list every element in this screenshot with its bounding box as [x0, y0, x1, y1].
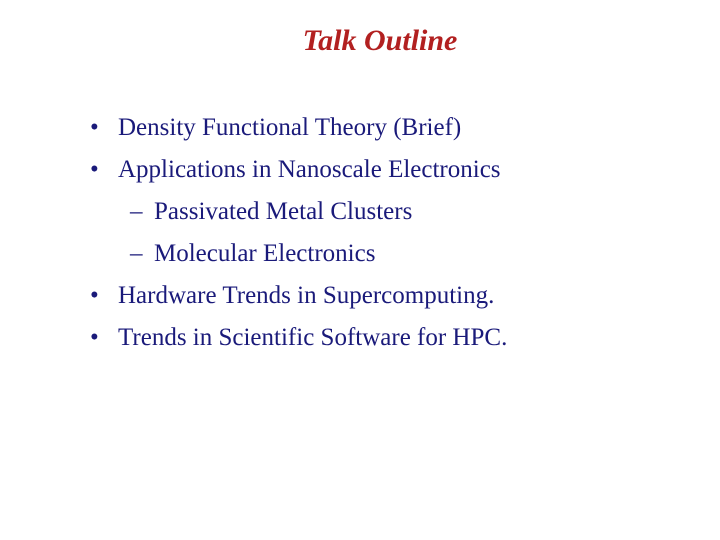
item-text: Applications in Nanoscale Electronics	[118, 156, 660, 184]
bullet-icon: •	[90, 114, 118, 142]
item-text: Trends in Scientific Software for HPC.	[118, 324, 660, 352]
bullet-icon: •	[90, 282, 118, 310]
dash-icon: –	[130, 198, 154, 226]
item-text: Molecular Electronics	[154, 240, 660, 268]
slide-container: Talk Outline • Density Functional Theory…	[0, 0, 720, 540]
list-item: • Trends in Scientific Software for HPC.	[90, 324, 660, 352]
list-item: • Applications in Nanoscale Electronics	[90, 156, 660, 184]
slide-title: Talk Outline	[100, 24, 660, 58]
list-sub-item: – Molecular Electronics	[90, 240, 660, 268]
item-text: Density Functional Theory (Brief)	[118, 114, 660, 142]
bullet-icon: •	[90, 156, 118, 184]
list-sub-item: – Passivated Metal Clusters	[90, 198, 660, 226]
slide-content: • Density Functional Theory (Brief) • Ap…	[60, 114, 660, 352]
bullet-icon: •	[90, 324, 118, 352]
item-text: Hardware Trends in Supercomputing.	[118, 282, 660, 310]
list-item: • Density Functional Theory (Brief)	[90, 114, 660, 142]
dash-icon: –	[130, 240, 154, 268]
item-text: Passivated Metal Clusters	[154, 198, 660, 226]
list-item: • Hardware Trends in Supercomputing.	[90, 282, 660, 310]
